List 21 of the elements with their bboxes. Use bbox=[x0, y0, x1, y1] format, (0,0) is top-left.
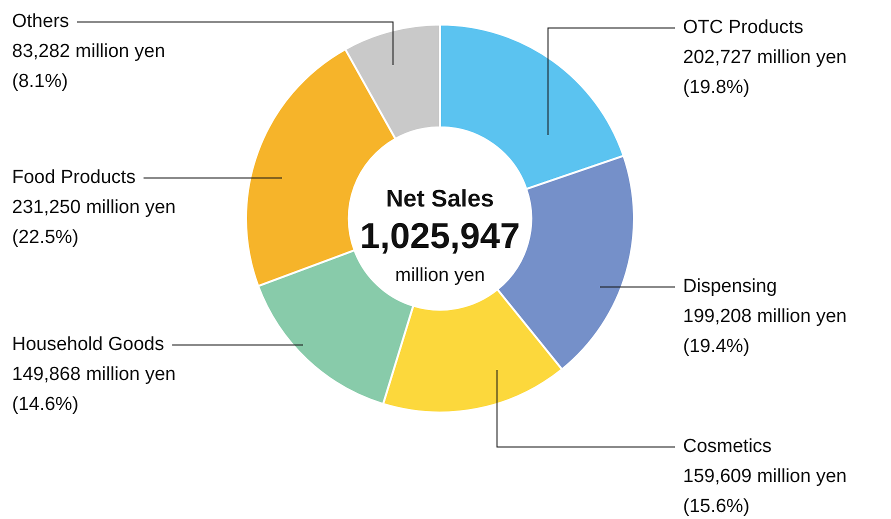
slice-label: Cosmetics bbox=[683, 436, 772, 458]
data-label: 202,727 million yen bbox=[683, 47, 847, 68]
data-label: 159,609 million yen bbox=[683, 466, 847, 488]
text: (14.6%) bbox=[12, 394, 79, 416]
data-label: 149,868 million yen bbox=[12, 364, 176, 386]
slice-label: Food Products bbox=[12, 167, 136, 188]
slice-label: OTC Products bbox=[683, 17, 804, 38]
text: (19.4%) bbox=[683, 336, 750, 358]
text: (8.1%) bbox=[12, 71, 68, 92]
data-label: 231,250 million yen bbox=[12, 197, 176, 218]
slice-label: Dispensing bbox=[683, 276, 777, 298]
text: (19.8%) bbox=[683, 77, 750, 98]
slice-label: Household Goods bbox=[12, 334, 164, 356]
text: million yen bbox=[395, 265, 485, 286]
text: (15.6%) bbox=[683, 496, 750, 518]
text: 1,025,947 bbox=[360, 214, 520, 256]
text: Net Sales bbox=[386, 186, 494, 213]
data-label: 83,282 million yen bbox=[12, 41, 166, 62]
text: (22.5%) bbox=[12, 227, 79, 248]
slice-label: Others bbox=[12, 11, 70, 32]
data-label: 199,208 million yen bbox=[683, 306, 847, 328]
